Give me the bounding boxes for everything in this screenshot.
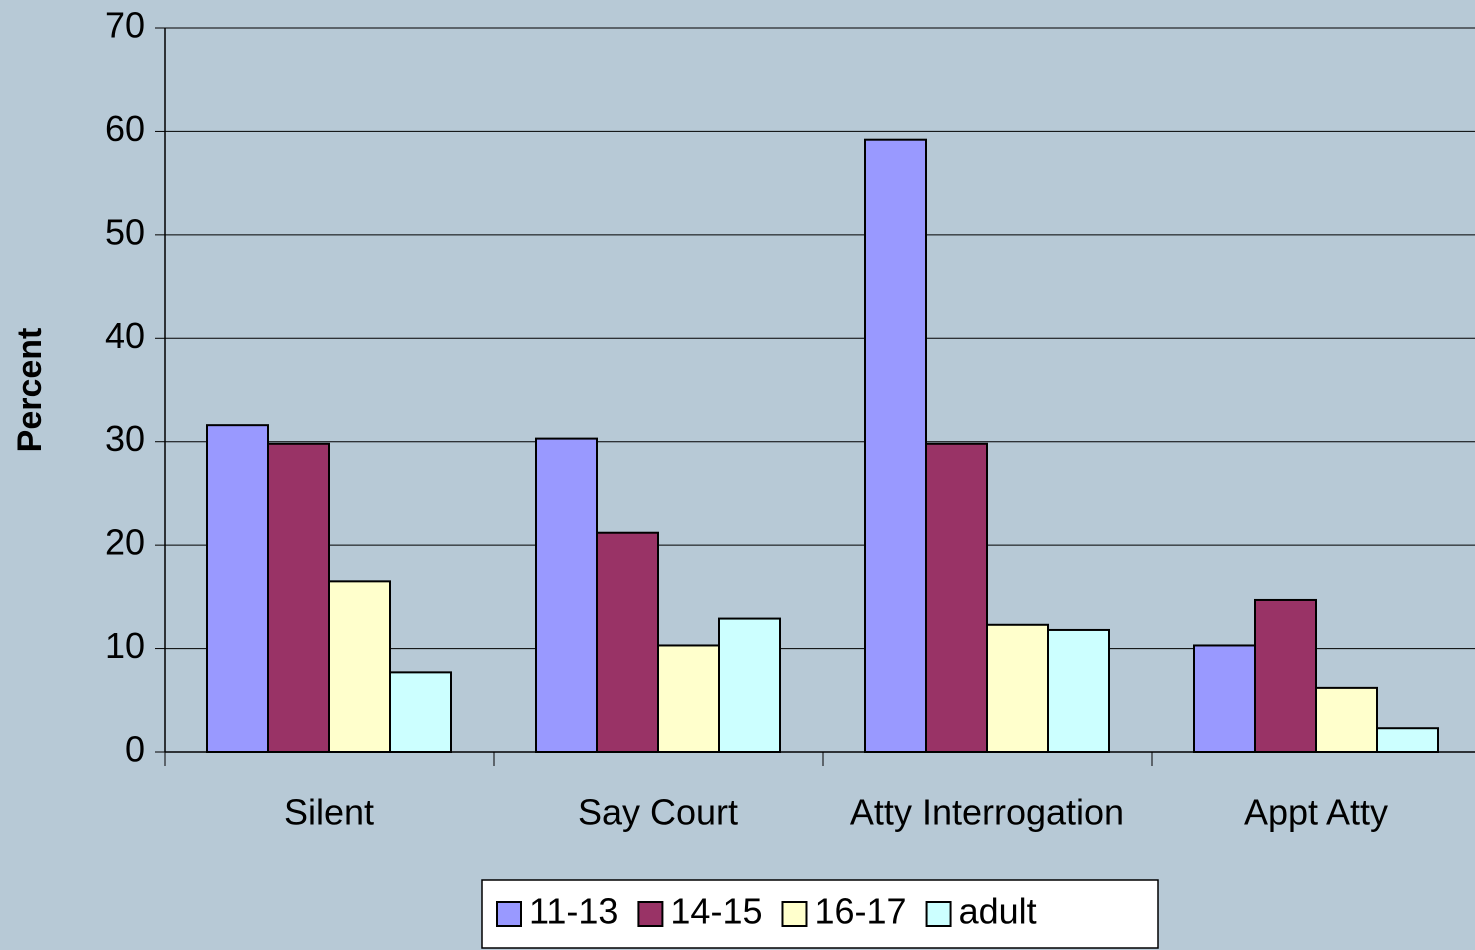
legend: 11-13 14-15 16-17 adult	[481, 879, 1159, 949]
x-tick-label: Appt Atty	[1244, 792, 1388, 833]
x-tick-label: Silent	[284, 792, 374, 833]
legend-swatch	[781, 901, 808, 927]
bar	[328, 580, 391, 753]
bar	[389, 671, 452, 753]
legend-label: 14-15	[670, 891, 762, 932]
bar	[1254, 598, 1317, 754]
legend-swatch	[637, 901, 664, 927]
y-tick-label: 70	[105, 5, 145, 46]
bar	[986, 623, 1049, 753]
x-tick-label: Say Court	[578, 792, 738, 833]
bar	[1315, 686, 1378, 753]
bar	[267, 442, 330, 753]
legend-box	[481, 879, 1159, 949]
y-tick-label: 30	[105, 418, 145, 459]
y-tick-label: 10	[105, 625, 145, 666]
bar	[1376, 727, 1439, 753]
y-tick-label: 20	[105, 522, 145, 563]
legend-label: adult	[959, 891, 1037, 932]
legend-swatch	[496, 901, 522, 927]
bar	[925, 442, 988, 753]
bar	[1193, 644, 1256, 753]
y-tick-label: 60	[105, 108, 145, 149]
legend-swatch	[925, 901, 952, 927]
bar	[1047, 628, 1110, 753]
bar	[864, 138, 927, 753]
bar	[657, 644, 720, 753]
legend-label: 11-13	[529, 891, 618, 932]
y-axis-label: Percent	[11, 328, 49, 453]
bar	[206, 424, 269, 753]
legend-label: 16-17	[814, 891, 906, 932]
bar	[596, 531, 659, 754]
bar	[718, 617, 781, 753]
x-tick-label: Atty Interrogation	[850, 792, 1124, 833]
y-tick-label: 50	[105, 211, 145, 252]
y-tick-label: 0	[125, 729, 145, 770]
bar	[535, 437, 598, 753]
y-tick-label: 40	[105, 315, 145, 356]
